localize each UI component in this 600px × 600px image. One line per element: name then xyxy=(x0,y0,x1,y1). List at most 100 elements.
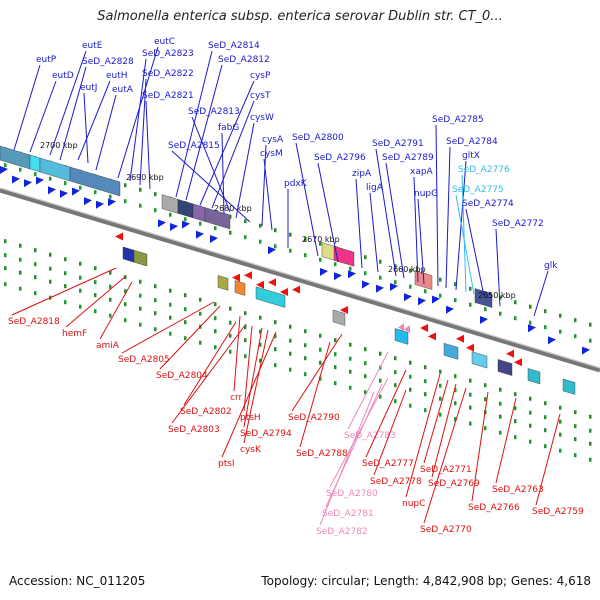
forward-gene-arrow[interactable] xyxy=(84,197,92,206)
forward-gene-arrow[interactable] xyxy=(268,246,276,255)
reverse-gene-arrow[interactable] xyxy=(115,232,123,241)
forward-gene-label[interactable]: SeD_A2775 xyxy=(452,185,504,195)
forward-gene-arrow[interactable] xyxy=(446,305,454,314)
forward-gene-arrow[interactable] xyxy=(320,268,328,276)
reverse-gene-arrow[interactable] xyxy=(506,349,514,358)
forward-gene-arrow[interactable] xyxy=(432,295,440,304)
forward-gene-label[interactable]: SeD_A2784 xyxy=(446,137,498,147)
forward-gene-label[interactable]: gltX xyxy=(462,151,480,161)
forward-gene-arrow[interactable] xyxy=(582,346,590,355)
forward-gene-label[interactable]: eutJ xyxy=(80,83,97,93)
forward-gene-arrow[interactable] xyxy=(24,179,32,188)
reverse-gene-label[interactable]: amiA xyxy=(96,341,120,351)
reverse-gene-label[interactable]: SeD_A2788 xyxy=(296,449,348,459)
reverse-gene-label[interactable]: SeD_A2782 xyxy=(316,527,368,537)
forward-gene-label[interactable]: eutA xyxy=(112,85,134,95)
reverse-gene-label[interactable]: hemF xyxy=(62,329,87,339)
reverse-gene-arrow[interactable] xyxy=(514,358,522,367)
reverse-gene-label[interactable]: SeD_A2818 xyxy=(8,317,60,327)
forward-gene-label[interactable]: SeD_A2814 xyxy=(208,41,260,51)
reverse-gene-label[interactable]: SeD_A2771 xyxy=(420,465,472,475)
reverse-gene-arrow[interactable] xyxy=(232,273,240,282)
reverse-gene-label[interactable]: SeD_A2763 xyxy=(492,485,544,495)
forward-gene-label[interactable]: ligA xyxy=(366,183,384,193)
forward-gene-arrow[interactable] xyxy=(548,336,556,345)
forward-gene-label[interactable]: SeD_A2828 xyxy=(82,57,134,67)
reverse-gene-label[interactable]: crr xyxy=(230,393,242,403)
reverse-gene-label[interactable]: SeD_A2783 xyxy=(344,431,396,441)
forward-gene-arrow[interactable] xyxy=(210,235,218,243)
reverse-gene-label[interactable]: SeD_A2803 xyxy=(168,425,220,435)
forward-gene-arrow[interactable] xyxy=(36,176,44,185)
forward-gene-label[interactable]: SeD_A2800 xyxy=(292,133,344,143)
forward-gene-arrow[interactable] xyxy=(528,324,536,333)
forward-gene-label[interactable]: SeD_A2813 xyxy=(188,107,240,117)
forward-gene-arrow[interactable] xyxy=(12,175,20,184)
reverse-gene-label[interactable]: SeD_A2780 xyxy=(326,489,378,499)
reverse-gene-arrow[interactable] xyxy=(256,280,264,289)
reverse-gene-arrow[interactable] xyxy=(428,332,436,341)
forward-gene-arrow[interactable] xyxy=(376,284,384,293)
reverse-gene-arrow[interactable] xyxy=(292,285,300,294)
forward-gene-label[interactable]: SeD_A2812 xyxy=(218,55,270,65)
forward-gene-arrow[interactable] xyxy=(334,272,342,281)
forward-gene-arrow[interactable] xyxy=(362,280,370,289)
forward-gene-label[interactable]: nupG xyxy=(414,189,438,199)
reverse-gene-label[interactable]: SeD_A2802 xyxy=(180,407,232,417)
reverse-gene-label[interactable]: SeD_A2794 xyxy=(240,429,292,439)
forward-gene-label[interactable]: cysA xyxy=(262,135,284,145)
reverse-gene-label[interactable]: nupC xyxy=(402,499,425,509)
forward-gene-label[interactable]: zipA xyxy=(352,169,372,179)
forward-gene-label[interactable]: glk xyxy=(544,261,558,271)
reverse-gene-label[interactable]: SeD_A2769 xyxy=(428,479,480,489)
forward-gene-arrow[interactable] xyxy=(390,283,398,291)
forward-gene-label[interactable]: fabG xyxy=(218,123,239,133)
reverse-gene-label[interactable]: ptsI xyxy=(218,459,235,469)
reverse-gene-label[interactable]: SeD_A2804 xyxy=(156,371,208,381)
forward-gene-label[interactable]: SeD_A2776 xyxy=(458,165,510,175)
forward-gene-label[interactable]: SeD_A2791 xyxy=(372,139,424,149)
forward-gene-arrow[interactable] xyxy=(96,200,104,209)
reverse-gene-label[interactable]: SeD_A2777 xyxy=(362,459,414,469)
forward-gene-label[interactable]: eutH xyxy=(106,71,128,81)
forward-gene-arrow[interactable] xyxy=(182,220,190,229)
forward-gene-arrow[interactable] xyxy=(158,219,166,228)
reverse-gene-label[interactable]: SeD_A2759 xyxy=(532,507,584,517)
forward-gene-label[interactable]: SeD_A2796 xyxy=(314,153,366,163)
forward-gene-label[interactable]: cysW xyxy=(250,113,274,123)
forward-gene-label[interactable]: cysM xyxy=(260,149,283,159)
forward-gene-label[interactable]: eutP xyxy=(36,55,57,65)
forward-gene-arrow[interactable] xyxy=(480,316,488,324)
forward-gene-arrow[interactable] xyxy=(72,187,80,196)
forward-gene-label[interactable]: eutC xyxy=(154,37,175,47)
reverse-gene-arrow[interactable] xyxy=(280,288,288,296)
reverse-gene-arrow[interactable] xyxy=(466,343,474,352)
forward-gene-label[interactable]: eutE xyxy=(82,41,103,51)
reverse-gene-label[interactable]: SeD_A2781 xyxy=(322,509,374,519)
reverse-gene-label[interactable]: SeD_A2790 xyxy=(288,413,340,423)
forward-gene-label[interactable]: SeD_A2785 xyxy=(432,115,484,125)
forward-gene-arrow[interactable] xyxy=(170,223,178,231)
forward-gene-arrow[interactable] xyxy=(196,230,204,239)
forward-gene-arrow[interactable] xyxy=(0,166,8,174)
forward-gene-label[interactable]: SeD_A2822 xyxy=(142,69,194,79)
forward-gene-label[interactable]: SeD_A2789 xyxy=(382,153,434,163)
forward-gene-arrow[interactable] xyxy=(348,270,356,279)
reverse-gene-arrow[interactable] xyxy=(244,271,252,280)
forward-gene-label[interactable]: SeD_A2774 xyxy=(462,199,514,209)
forward-gene-arrow[interactable] xyxy=(48,186,56,195)
reverse-gene-arrow[interactable] xyxy=(340,306,348,314)
forward-gene-label[interactable]: SeD_A2772 xyxy=(492,219,544,229)
forward-gene-label[interactable]: SeD_A2821 xyxy=(142,91,194,101)
forward-gene-arrow[interactable] xyxy=(60,190,68,198)
forward-gene-arrow[interactable] xyxy=(108,198,116,207)
forward-gene-label[interactable]: SeD_A2815 xyxy=(168,141,220,151)
forward-gene-label[interactable]: pdxK xyxy=(284,179,308,189)
forward-gene-label[interactable]: SeD_A2823 xyxy=(142,49,194,59)
forward-gene-arrow[interactable] xyxy=(418,297,426,306)
forward-gene-label[interactable]: cysT xyxy=(250,91,271,101)
reverse-gene-arrow[interactable] xyxy=(398,323,404,332)
reverse-gene-label[interactable]: SeD_A2778 xyxy=(370,477,422,487)
reverse-gene-arrow[interactable] xyxy=(404,325,410,334)
